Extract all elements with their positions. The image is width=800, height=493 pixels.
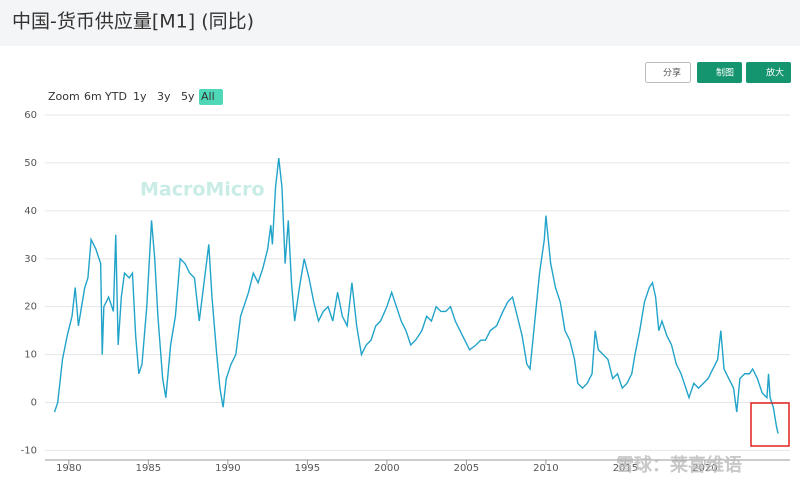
y-tick-label: 60 [24,110,37,121]
y-tick-label: 10 [24,350,37,361]
button-label[interactable]: 制图 [716,67,734,79]
highlight-box [750,402,790,447]
y-tick-label: 30 [24,254,37,265]
watermark: MacroMicro [140,179,265,201]
x-tick-label: 2005 [454,463,479,474]
x-tick-label: 2010 [533,463,558,474]
x-tick-label: 2000 [374,463,399,474]
button-label[interactable]: 放大 [766,67,784,79]
y-tick-label: 50 [24,158,37,169]
x-tick-label: 1990 [215,463,240,474]
button-label[interactable]: 分享 [663,67,681,79]
range-option[interactable]: 1y [133,90,147,103]
x-tick-label: 2020 [692,463,717,474]
y-tick-label: -10 [21,445,37,456]
x-tick-label: 1985 [136,463,161,474]
x-tick-label: 2015 [613,463,638,474]
watermark: 雪球：莱喜维语 [616,454,742,476]
x-tick-label: 1980 [56,463,81,474]
range-option[interactable]: 3y [157,90,171,103]
chart-button[interactable]: 制图 [697,62,742,83]
y-tick-label: 40 [24,206,37,217]
y-tick-label: 0 [31,398,37,409]
chart-title: 中国-货币供应量[M1] (同比) [12,11,254,33]
title-bar [0,0,800,46]
range-option[interactable]: All [201,90,215,103]
range-active[interactable] [199,89,223,105]
share-button[interactable]: 分享 [645,62,691,83]
range-label: Zoom [48,90,80,103]
range-option[interactable]: YTD [104,90,127,103]
y-tick-label: 20 [24,302,37,313]
range-option[interactable]: 6m [84,90,102,103]
expand-button[interactable]: 放大 [746,62,791,83]
x-tick-label: 1995 [295,463,320,474]
range-option[interactable]: 5y [181,90,195,103]
data-line [53,158,779,434]
